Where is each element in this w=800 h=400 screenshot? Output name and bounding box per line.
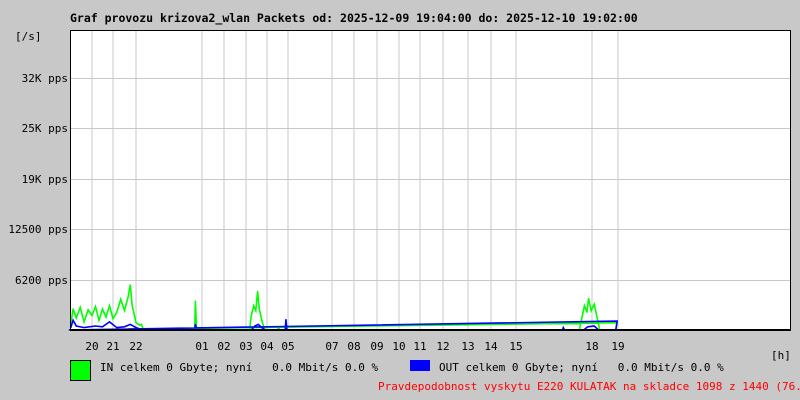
series-in-point — [94, 306, 97, 308]
series-out-point — [94, 325, 97, 327]
series-out-point — [129, 323, 131, 325]
series-in-point — [135, 322, 137, 324]
series-in-line — [68, 284, 619, 331]
series-in-point — [583, 305, 586, 307]
series-out-point — [123, 326, 126, 328]
y-tick-label: 19K pps — [21, 172, 68, 186]
x-tick-label: 04 — [260, 340, 274, 353]
x-tick-label: 20 — [85, 340, 99, 353]
series-in-point — [112, 318, 114, 320]
series-in-point — [140, 323, 143, 325]
series-in-point — [580, 319, 583, 321]
x-tick-label: 01 — [195, 340, 209, 353]
series-out-point — [101, 326, 104, 328]
y-axis-unit: [/s] — [15, 30, 42, 43]
series-in-point — [123, 310, 126, 312]
series-in-point — [590, 310, 592, 312]
x-tick-label: 09 — [370, 340, 384, 353]
x-tick-label: 13 — [461, 340, 475, 353]
x-axis-unit: [h] — [771, 349, 791, 362]
series-in-point — [120, 298, 122, 300]
x-tick-label: 02 — [217, 340, 231, 353]
x-tick-label: 18 — [585, 340, 599, 353]
series-in-point — [72, 308, 74, 310]
y-tick-label: 25K pps — [21, 121, 68, 135]
series-out-point — [593, 325, 595, 327]
series-in-point — [261, 319, 263, 321]
series-out-point — [285, 318, 287, 321]
series-in-point — [108, 305, 111, 307]
series-out-point — [75, 325, 77, 327]
series-out-point — [72, 319, 74, 321]
legend-in-swatch — [70, 360, 91, 381]
series-out-point — [108, 321, 111, 323]
series-in-point — [127, 295, 129, 297]
x-tick-label: 22 — [129, 340, 143, 353]
series-out-point — [587, 326, 589, 328]
series-in-point — [256, 290, 259, 292]
series-in-point — [79, 306, 81, 309]
x-tick-label: 03 — [239, 340, 253, 353]
y-tick-label: 32K pps — [21, 71, 68, 85]
x-tick-label: 08 — [347, 340, 361, 353]
series-out-point — [261, 326, 263, 329]
x-tick-label: 05 — [281, 340, 295, 353]
series-in-point — [586, 311, 588, 313]
series-out-point — [116, 326, 118, 329]
series-in-point — [593, 303, 595, 305]
series-in-point — [133, 313, 135, 315]
series-in-point — [588, 297, 590, 300]
series-in-point — [87, 309, 89, 311]
series-out-point — [257, 323, 259, 325]
legend-out-text: OUT celkem 0 Gbyte; nyní 0.0 Mbit/s 0.0 … — [439, 361, 724, 374]
x-tick-label: 11 — [413, 340, 427, 353]
series-in-point — [255, 310, 257, 312]
series-in-point — [258, 308, 260, 310]
series-out-point — [135, 326, 137, 329]
series-in-point — [91, 314, 93, 317]
series-out-point — [616, 320, 618, 322]
x-tick-label: 19 — [611, 340, 625, 353]
series-in-point — [105, 316, 107, 318]
series-in-point — [83, 321, 85, 323]
series-in-point — [129, 284, 131, 286]
footer-probability-text: Pravdepodobnost vyskytu E220 KULATAK na … — [378, 380, 800, 393]
series-in-point — [250, 314, 252, 317]
series-in-point — [75, 317, 77, 319]
x-tick-label: 12 — [436, 340, 450, 353]
series-in-point — [253, 305, 255, 307]
series-in-point — [194, 300, 196, 302]
x-tick-label: 07 — [325, 340, 339, 353]
chart-title: Graf provozu krizova2_wlan Packets od: 2… — [70, 11, 638, 25]
series-out-point — [562, 326, 564, 329]
x-tick-label: 15 — [509, 340, 523, 353]
series-in-point — [116, 311, 118, 313]
series-in-point — [131, 305, 133, 307]
y-tick-label: 6200 pps — [15, 273, 68, 287]
series-in-point — [596, 317, 598, 319]
series-out-point — [194, 323, 196, 325]
y-tick-label: 12500 pps — [8, 222, 68, 236]
series-out-point — [254, 325, 256, 327]
x-tick-label: 10 — [392, 340, 406, 353]
series-out-point — [83, 326, 85, 329]
series-in-point — [139, 324, 141, 326]
series-in-point — [98, 319, 100, 321]
x-tick-label: 14 — [484, 340, 498, 353]
legend-in-text: IN celkem 0 Gbyte; nyní 0.0 Mbit/s 0.0 % — [100, 361, 379, 374]
series-in-point — [101, 308, 104, 310]
x-tick-label: 21 — [106, 340, 120, 353]
legend-out-swatch — [410, 360, 430, 371]
